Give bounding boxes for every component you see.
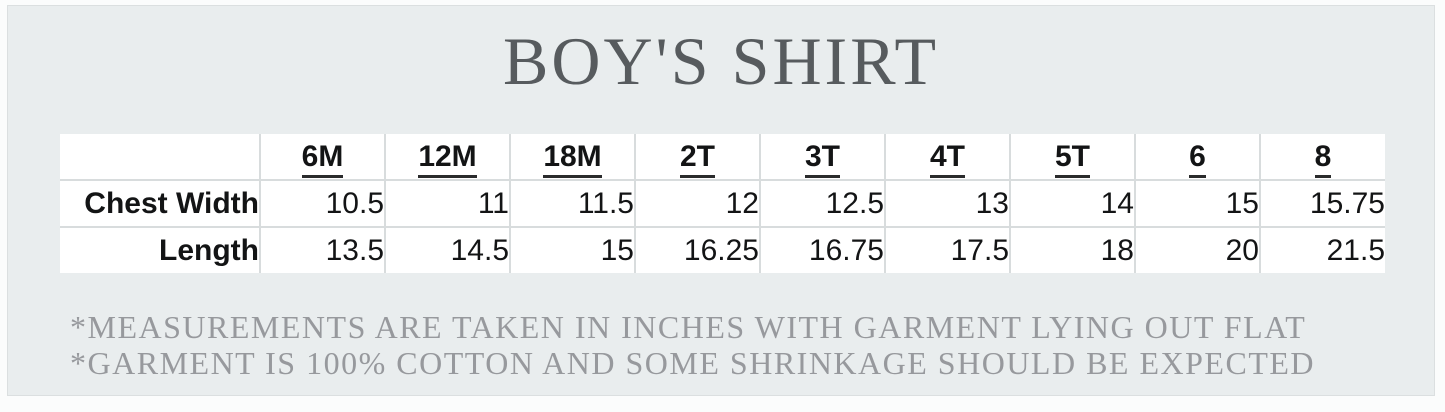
row-label-chest-width: Chest Width [59, 179, 261, 228]
cell-value: 13 [884, 179, 1011, 228]
row-label-length: Length [59, 226, 261, 274]
size-column-header-6m: 6M [259, 133, 386, 181]
size-column-header-18m: 18M [509, 133, 636, 181]
size-column-header-5t: 5T [1009, 133, 1136, 181]
size-column-header-8: 8 [1259, 133, 1386, 181]
size-column-header-empty [59, 133, 261, 181]
cell-value: 15 [509, 226, 636, 274]
cell-value: 21.5 [1259, 226, 1386, 274]
cell-value: 14.5 [384, 226, 511, 274]
size-column-header-3t: 3T [759, 133, 886, 181]
cell-value: 10.5 [259, 179, 386, 228]
size-column-header-12m: 12M [384, 133, 511, 181]
cell-value: 17.5 [884, 226, 1011, 274]
cell-value: 11 [384, 179, 511, 228]
cell-value: 15.75 [1259, 179, 1386, 228]
size-chart-panel: BOY'S SHIRT 6M 12M 18M 2T 3T 4T 5T 6 8 C… [7, 5, 1435, 396]
size-chart-table: 6M 12M 18M 2T 3T 4T 5T 6 8 Chest Width 1… [59, 133, 1386, 274]
cell-value: 14 [1009, 179, 1136, 228]
cell-value: 11.5 [509, 179, 636, 228]
size-column-header-4t: 4T [884, 133, 1011, 181]
size-header-row: 6M 12M 18M 2T 3T 4T 5T 6 8 [59, 133, 1386, 181]
cell-value: 20 [1134, 226, 1261, 274]
measurement-notes: *MEASUREMENTS ARE TAKEN IN INCHES WITH G… [70, 309, 1315, 381]
cell-value: 16.75 [759, 226, 886, 274]
cell-value: 13.5 [259, 226, 386, 274]
measurement-row-length: Length 13.5 14.5 15 16.25 16.75 17.5 18 … [59, 226, 1386, 274]
cell-value: 15 [1134, 179, 1261, 228]
note-line: *MEASUREMENTS ARE TAKEN IN INCHES WITH G… [70, 309, 1307, 345]
cell-value: 18 [1009, 226, 1136, 274]
note-line: *GARMENT IS 100% COTTON AND SOME SHRINKA… [70, 345, 1316, 381]
size-column-header-2t: 2T [634, 133, 761, 181]
cell-value: 12.5 [759, 179, 886, 228]
chart-title: BOY'S SHIRT [502, 23, 940, 99]
cell-value: 16.25 [634, 226, 761, 274]
cell-value: 12 [634, 179, 761, 228]
measurement-row-chest-width: Chest Width 10.5 11 11.5 12 12.5 13 14 1… [59, 179, 1386, 228]
size-column-header-6: 6 [1134, 133, 1261, 181]
